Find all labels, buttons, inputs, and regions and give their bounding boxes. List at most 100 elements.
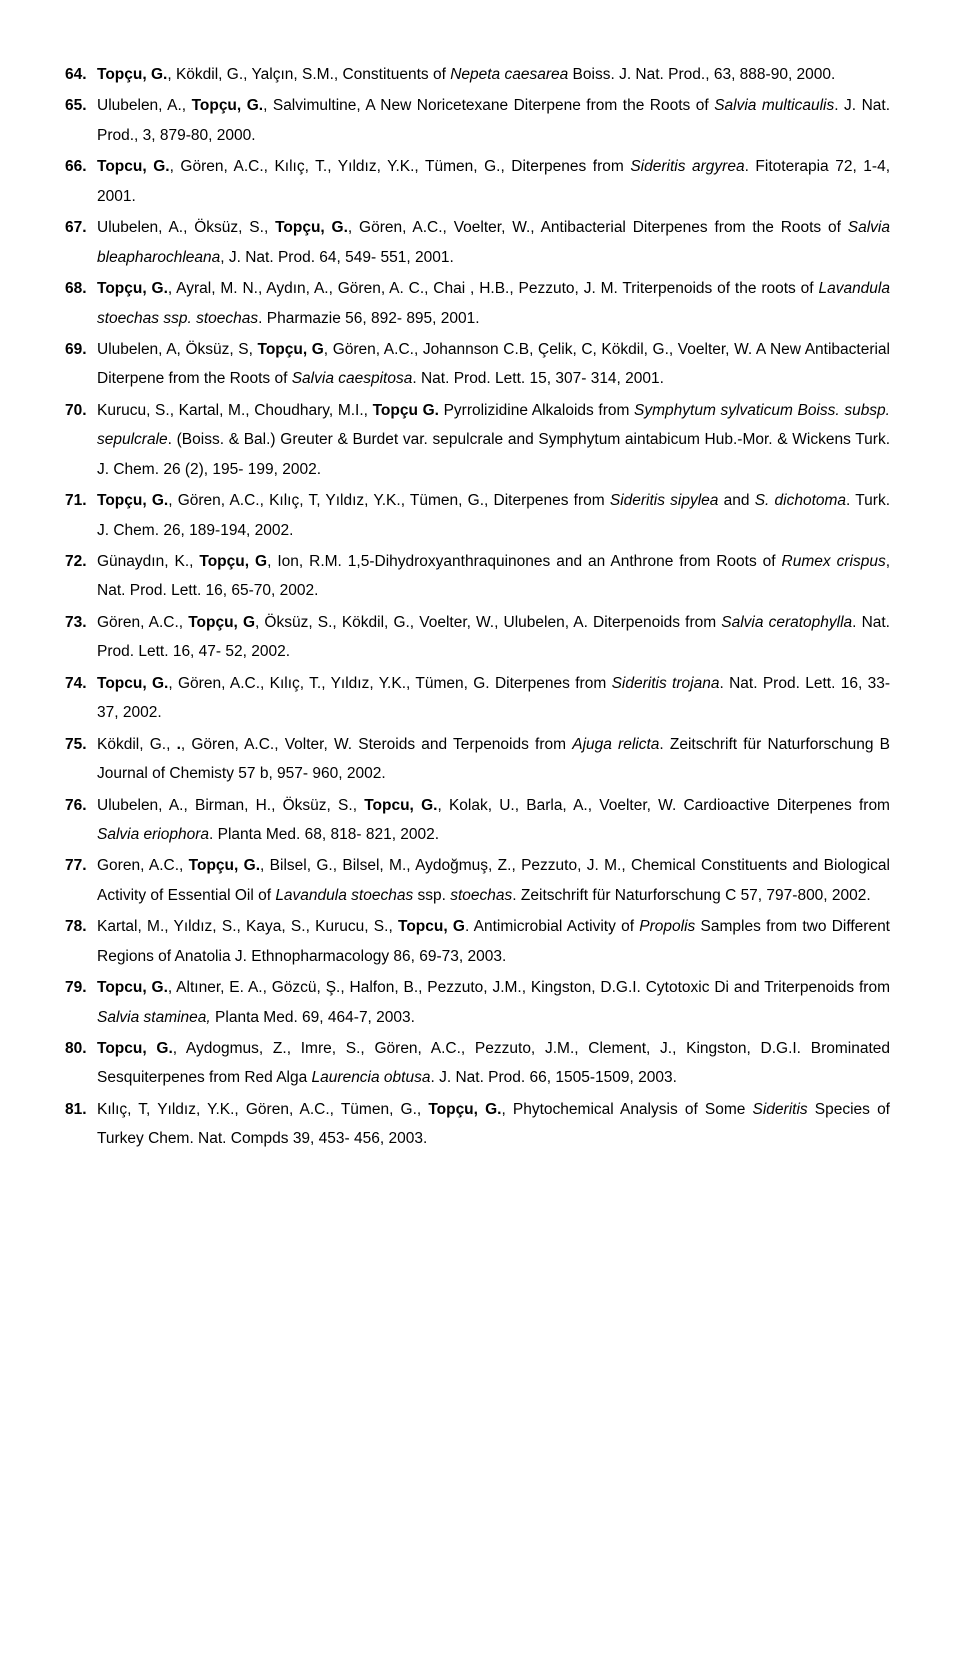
reference-text-segment: . (Boiss. & Bal.) Greuter & Burdet var. … xyxy=(97,431,890,477)
reference-number: 79. xyxy=(65,973,97,1032)
reference-item: 81.Kılıç, T, Yıldız, Y.K., Gören, A.C., … xyxy=(65,1095,890,1154)
reference-text-segment: Topçu G. xyxy=(373,402,439,419)
reference-text-segment: Topçu, G. xyxy=(192,97,264,114)
reference-item: 70.Kurucu, S., Kartal, M., Choudhary, M.… xyxy=(65,396,890,484)
reference-text-segment: Topçu, G. xyxy=(97,280,168,297)
reference-item: 71.Topçu, G., Gören, A.C., Kılıç, T, Yıl… xyxy=(65,486,890,545)
reference-text-segment: Salvia caespitosa xyxy=(292,370,413,387)
reference-number: 80. xyxy=(65,1034,97,1093)
reference-number: 68. xyxy=(65,274,97,333)
reference-text-segment: Kökdil, G., xyxy=(97,736,177,753)
reference-text-segment: Topçu, G xyxy=(188,614,255,631)
reference-body: Topçu, G., Gören, A.C., Kılıç, T, Yıldız… xyxy=(97,486,890,545)
reference-text-segment: , Ayral, M. N., Aydın, A., Gören, A. C.,… xyxy=(168,280,819,297)
reference-text-segment: Ulubelen, A., Birman, H., Öksüz, S., xyxy=(97,797,364,814)
reference-text-segment: Goren, A.C., xyxy=(97,857,189,874)
reference-body: Kurucu, S., Kartal, M., Choudhary, M.I.,… xyxy=(97,396,890,484)
reference-body: Kartal, M., Yıldız, S., Kaya, S., Kurucu… xyxy=(97,912,890,971)
reference-text-segment: Lavandula stoechas xyxy=(275,887,413,904)
reference-text-segment: Kurucu, S., Kartal, M., Choudhary, M.I., xyxy=(97,402,373,419)
reference-number: 71. xyxy=(65,486,97,545)
reference-text-segment: Gören, A.C., xyxy=(97,614,188,631)
reference-item: 80.Topcu, G., Aydogmus, Z., Imre, S., Gö… xyxy=(65,1034,890,1093)
reference-text-segment: stoechas xyxy=(450,887,512,904)
reference-text-segment: Topcu, G xyxy=(398,918,465,935)
reference-text-segment: . Zeitschrift für Naturforschung C 57, 7… xyxy=(512,887,870,904)
reference-item: 79.Topcu, G., Altıner, E. A., Gözcü, Ş.,… xyxy=(65,973,890,1032)
reference-item: 68.Topçu, G., Ayral, M. N., Aydın, A., G… xyxy=(65,274,890,333)
reference-text-segment: Topçu, G. xyxy=(97,492,168,509)
reference-body: Ulubelen, A, Öksüz, S, Topçu, G, Gören, … xyxy=(97,335,890,394)
reference-text-segment: Topcu, G. xyxy=(97,1040,173,1057)
reference-number: 65. xyxy=(65,91,97,150)
reference-body: Kılıç, T, Yıldız, Y.K., Gören, A.C., Tüm… xyxy=(97,1095,890,1154)
reference-text-segment: , Gören, A.C., Volter, W. Steroids and T… xyxy=(181,736,572,753)
reference-item: 69.Ulubelen, A, Öksüz, S, Topçu, G, Göre… xyxy=(65,335,890,394)
reference-body: Goren, A.C., Topçu, G., Bilsel, G., Bils… xyxy=(97,851,890,910)
reference-text-segment: . Pharmazie 56, 892- 895, 2001. xyxy=(258,310,479,327)
reference-item: 78.Kartal, M., Yıldız, S., Kaya, S., Kur… xyxy=(65,912,890,971)
reference-text-segment: S. dichotoma xyxy=(755,492,846,509)
reference-body: Topçu, G., Kökdil, G., Yalçın, S.M., Con… xyxy=(97,60,890,89)
reference-text-segment: , Gören, A.C., Kılıç, T., Yıldız, Y.K., … xyxy=(170,158,631,175)
reference-item: 67.Ulubelen, A., Öksüz, S., Topçu, G., G… xyxy=(65,213,890,272)
reference-number: 64. xyxy=(65,60,97,89)
reference-body: Ulubelen, A., Topçu, G., Salvimultine, A… xyxy=(97,91,890,150)
reference-body: Kökdil, G., ., Gören, A.C., Volter, W. S… xyxy=(97,730,890,789)
reference-text-segment: Topçu, G. xyxy=(189,857,260,874)
reference-text-segment: Topçu, G. xyxy=(275,219,348,236)
reference-text-segment: , Gören, A.C., Kılıç, T, Yıldız, Y.K., T… xyxy=(168,492,610,509)
reference-item: 72.Günaydın, K., Topçu, G, Ion, R.M. 1,5… xyxy=(65,547,890,606)
reference-item: 74.Topcu, G., Gören, A.C., Kılıç, T., Yı… xyxy=(65,669,890,728)
reference-number: 72. xyxy=(65,547,97,606)
reference-number: 75. xyxy=(65,730,97,789)
reference-text-segment: , Altıner, E. A., Gözcü, Ş., Halfon, B.,… xyxy=(168,979,890,996)
reference-item: 73.Gören, A.C., Topçu, G, Öksüz, S., Kök… xyxy=(65,608,890,667)
reference-text-segment: Ulubelen, A., xyxy=(97,97,192,114)
reference-body: Ulubelen, A., Öksüz, S., Topçu, G., Göre… xyxy=(97,213,890,272)
reference-text-segment: Propolis xyxy=(639,918,695,935)
reference-text-segment: , Ion, R.M. 1,5-Dihydroxyanthraquinones … xyxy=(267,553,781,570)
reference-text-segment: Salvia staminea, xyxy=(97,1009,211,1026)
reference-text-segment: Ulubelen, A., Öksüz, S., xyxy=(97,219,275,236)
reference-item: 65.Ulubelen, A., Topçu, G., Salvimultine… xyxy=(65,91,890,150)
reference-text-segment: and xyxy=(718,492,754,509)
reference-number: 69. xyxy=(65,335,97,394)
reference-number: 70. xyxy=(65,396,97,484)
reference-text-segment: Günaydın, K., xyxy=(97,553,199,570)
reference-text-segment: Ajuga relicta xyxy=(572,736,659,753)
reference-text-segment: Boiss. J. Nat. Prod., 63, 888-90, 2000. xyxy=(568,66,835,83)
reference-number: 67. xyxy=(65,213,97,272)
reference-text-segment: Laurencia obtusa xyxy=(312,1069,431,1086)
reference-item: 75.Kökdil, G., ., Gören, A.C., Volter, W… xyxy=(65,730,890,789)
reference-text-segment: Topcu, G. xyxy=(97,979,168,996)
reference-number: 66. xyxy=(65,152,97,211)
reference-text-segment: Topcu, G. xyxy=(97,158,170,175)
reference-text-segment: Nepeta caesarea xyxy=(450,66,568,83)
reference-text-segment: Kartal, M., Yıldız, S., Kaya, S., Kurucu… xyxy=(97,918,398,935)
reference-item: 77.Goren, A.C., Topçu, G., Bilsel, G., B… xyxy=(65,851,890,910)
reference-body: Topcu, G., Gören, A.C., Kılıç, T., Yıldı… xyxy=(97,669,890,728)
reference-text-segment: Rumex crispus xyxy=(782,553,886,570)
reference-text-segment: Sideritis sipylea xyxy=(610,492,719,509)
reference-body: Günaydın, K., Topçu, G, Ion, R.M. 1,5-Di… xyxy=(97,547,890,606)
reference-body: Topcu, G., Gören, A.C., Kılıç, T., Yıldı… xyxy=(97,152,890,211)
reference-text-segment: , Kökdil, G., Yalçın, S.M., Constituents… xyxy=(167,66,450,83)
reference-text-segment: Topçu, G xyxy=(258,341,324,358)
reference-text-segment: . J. Nat. Prod. 66, 1505-1509, 2003. xyxy=(430,1069,676,1086)
reference-body: Topcu, G., Aydogmus, Z., Imre, S., Gören… xyxy=(97,1034,890,1093)
reference-body: Topcu, G., Altıner, E. A., Gözcü, Ş., Ha… xyxy=(97,973,890,1032)
reference-text-segment: ssp. xyxy=(413,887,450,904)
reference-text-segment: , Gören, A.C., Voelter, W., Antibacteria… xyxy=(348,219,848,236)
reference-text-segment: Sideritis argyrea xyxy=(630,158,744,175)
reference-text-segment: , Salvimultine, A New Noricetexane Diter… xyxy=(263,97,714,114)
reference-number: 76. xyxy=(65,791,97,850)
reference-text-segment: Pyrrolizidine Alkaloids from xyxy=(439,402,634,419)
reference-text-segment: , Gören, A.C., Kılıç, T., Yıldız, Y.K., … xyxy=(168,675,611,692)
reference-text-segment: Kılıç, T, Yıldız, Y.K., Gören, A.C., Tüm… xyxy=(97,1101,428,1118)
reference-text-segment: . Nat. Prod. Lett. 15, 307- 314, 2001. xyxy=(412,370,664,387)
reference-text-segment: Topçu, G xyxy=(199,553,267,570)
reference-text-segment: Topcu, G. xyxy=(364,797,437,814)
reference-item: 64.Topçu, G., Kökdil, G., Yalçın, S.M., … xyxy=(65,60,890,89)
reference-text-segment: , Kolak, U., Barla, A., Voelter, W. Card… xyxy=(437,797,890,814)
